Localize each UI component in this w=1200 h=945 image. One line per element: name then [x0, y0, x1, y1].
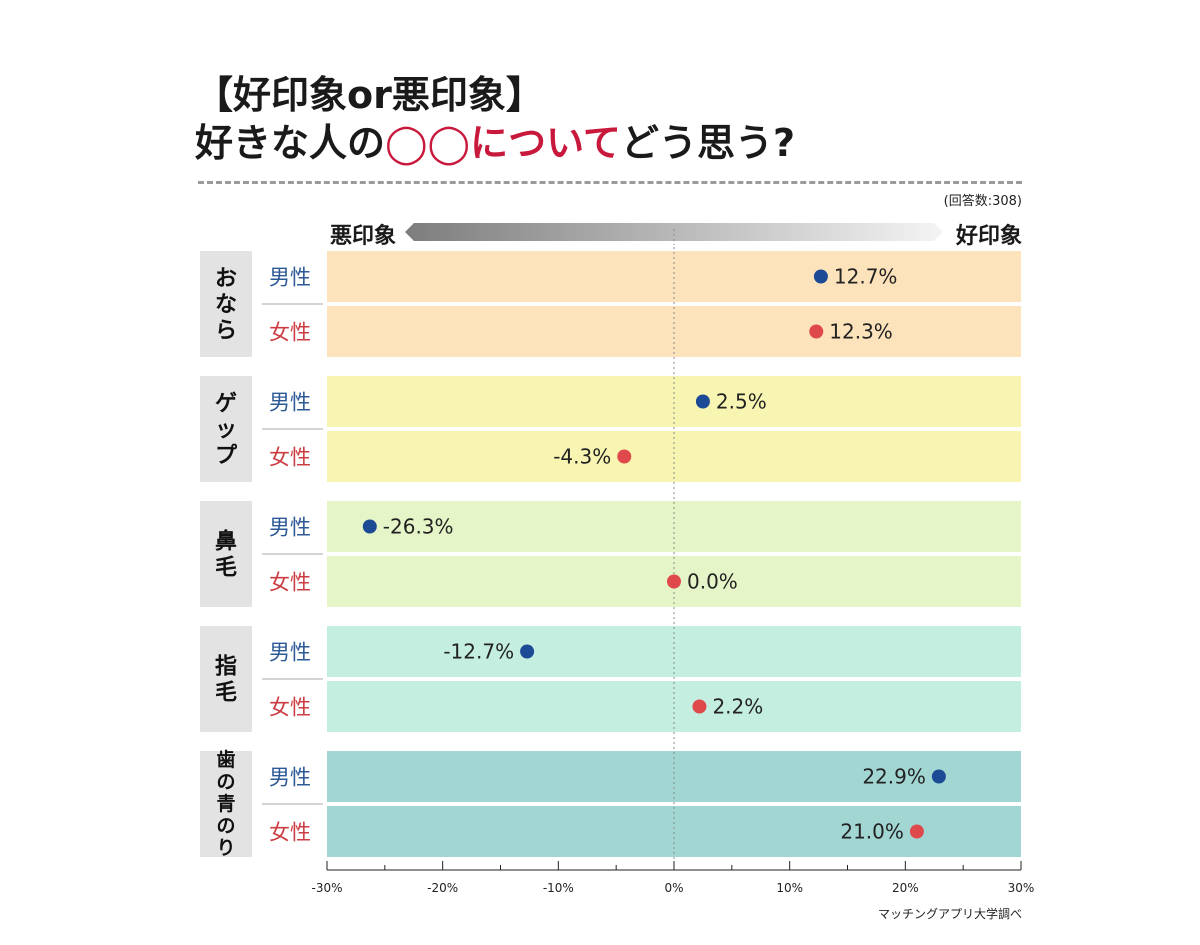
x-tick-label: -30%	[311, 881, 342, 895]
source-note: マッチングアプリ大学調べ	[877, 907, 1022, 921]
x-tick-label: 0%	[664, 881, 683, 895]
data-point-male	[520, 644, 535, 659]
gender-label-male: 男性	[269, 391, 311, 415]
data-point-male	[931, 769, 946, 784]
title-line-1: 【好印象or悪印象】	[195, 73, 544, 117]
data-point-female	[667, 574, 681, 589]
title-line-2: 好きな人の◯◯についてどう思う?	[195, 121, 795, 165]
gender-label-male: 男性	[269, 766, 311, 790]
data-point-female	[692, 699, 707, 714]
scale-positive-label: 好印象	[955, 224, 1022, 249]
gender-label-female: 女性	[269, 571, 311, 595]
respondent-count: (回答数:308)	[943, 194, 1022, 209]
title-part-a: 好きな人の	[195, 121, 386, 165]
group-label: おなら	[215, 266, 237, 343]
data-point-male	[813, 269, 828, 284]
data-label: 12.3%	[829, 320, 893, 344]
gender-label-male: 男性	[269, 641, 311, 665]
data-label: -12.7%	[443, 640, 514, 664]
gender-label-male: 男性	[269, 516, 311, 540]
data-point-female	[809, 324, 824, 339]
group-label-box	[200, 376, 252, 482]
group-label: 指毛	[215, 654, 237, 705]
title-part-highlight: ◯◯について	[385, 121, 621, 165]
group-label-box	[200, 626, 252, 732]
data-label: -4.3%	[553, 445, 611, 469]
data-label: 21.0%	[840, 820, 904, 844]
group-label-box	[200, 751, 252, 857]
x-tick-label: 30%	[1008, 881, 1035, 895]
data-label: 2.5%	[716, 390, 767, 414]
group-label-box	[200, 501, 252, 607]
data-label: 2.2%	[712, 695, 763, 719]
data-label: 0.0%	[687, 570, 738, 594]
data-point-female	[617, 449, 632, 464]
divider	[198, 181, 1022, 184]
gender-label-female: 女性	[269, 696, 311, 720]
group-label: ゲップ	[215, 391, 238, 468]
gender-label-female: 女性	[269, 446, 311, 470]
title-part-c: どう思う?	[620, 121, 795, 165]
x-tick-label: 20%	[892, 881, 919, 895]
gender-label-male: 男性	[269, 266, 311, 290]
data-label: 12.7%	[834, 265, 898, 289]
data-point-male	[695, 394, 710, 409]
group-label-box	[200, 251, 252, 357]
x-tick-label: -20%	[427, 881, 458, 895]
gender-label-female: 女性	[269, 321, 311, 345]
gender-label-female: 女性	[269, 821, 311, 845]
group-label: 鼻毛	[215, 528, 237, 580]
scale-gradient-arrow	[405, 223, 943, 241]
group-label: 歯の青のり	[216, 748, 235, 859]
x-tick-label: -10%	[543, 881, 574, 895]
x-tick-label: 10%	[776, 881, 803, 895]
data-label: -26.3%	[383, 515, 454, 539]
data-point-male	[362, 519, 377, 534]
data-label: 22.9%	[862, 765, 926, 789]
data-point-female	[909, 824, 924, 839]
scale-negative-label: 悪印象	[330, 224, 397, 249]
